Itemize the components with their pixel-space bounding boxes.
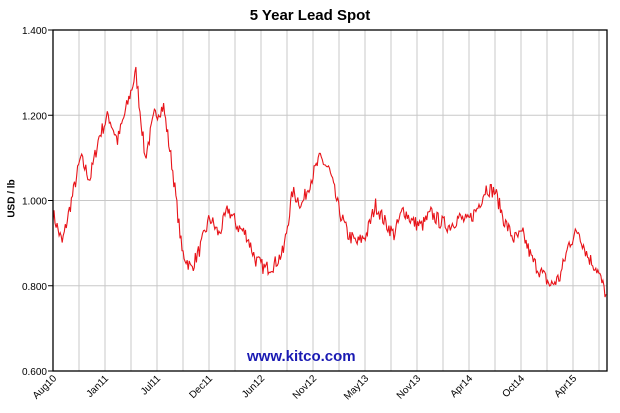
x-tick-label: May13 — [342, 373, 371, 402]
y-axis-ticks: 1.400 1.200 1.000 0.800 0.600 — [22, 26, 53, 378]
x-tick-label: Nov12 — [291, 373, 320, 402]
x-tick-label: Jun12 — [240, 373, 267, 400]
y-tick-label: 0.800 — [22, 282, 47, 293]
x-tick-label: Oct14 — [500, 373, 527, 400]
gridlines — [53, 30, 607, 371]
y-tick-label: 1.200 — [22, 111, 47, 122]
x-tick-label: Jan11 — [85, 373, 112, 400]
chart-title: 5 Year Lead Spot — [249, 7, 371, 24]
y-tick-label: 1.000 — [22, 197, 47, 208]
kitco-watermark: www.kitco.com — [247, 348, 356, 365]
x-tick-label: Nov13 — [395, 373, 424, 402]
lead-price-line — [52, 66, 607, 298]
x-tick-label: Apr15 — [552, 373, 579, 400]
x-tick-label: Dec11 — [187, 373, 215, 401]
x-tick-label: Apr14 — [448, 373, 475, 400]
x-tick-label: Jul11 — [139, 373, 163, 397]
y-tick-label: 1.400 — [22, 26, 47, 37]
plot-frame — [52, 29, 608, 372]
y-tick-label: 0.600 — [22, 367, 47, 378]
x-axis-ticks: Aug10 Jan11 Jul11 Dec11 Jun12 Nov12 May13 Nov13… — [31, 373, 580, 402]
